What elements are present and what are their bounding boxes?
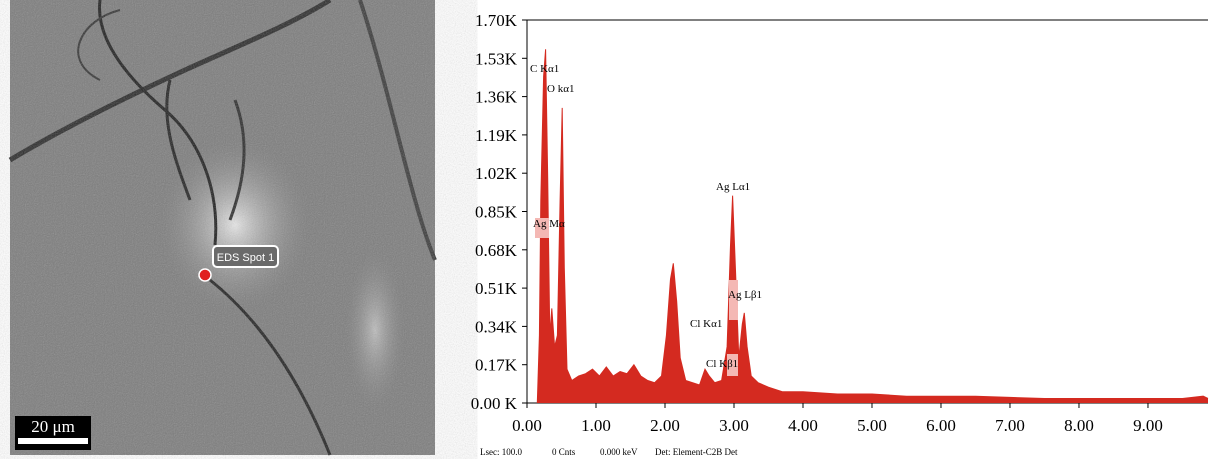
y-tick-label: 0.85K — [475, 203, 518, 222]
x-tick-label: 7.00 — [995, 416, 1025, 435]
spectrum-chart: 9.00 8.00 7.00 6.00 5.00 4.00 3.00 2.00 1.00 0.00… — [471, 11, 1209, 457]
sem-image: EDS Spot 1 20 μm — [8, 0, 437, 456]
peak-label: Cl Kβ1 — [706, 358, 738, 370]
y-tick-label: 0.17K — [475, 356, 518, 375]
y-tick-label: 1.70K — [475, 11, 518, 30]
y-tick-label: 0.68K — [475, 241, 518, 260]
x-tick-label: 0.00 — [512, 416, 542, 435]
spectrum-fill — [537, 49, 1208, 404]
x-tick-label: 5.00 — [857, 416, 887, 435]
y-tick-label: 1.53K — [475, 49, 518, 68]
x-tick-label: 1.00 — [581, 416, 611, 435]
y-tick-label: 1.19K — [475, 126, 518, 145]
spectrum-line — [536, 49, 1209, 404]
peak-label: C Kα1 — [530, 63, 559, 75]
peak-label: Ag Mα — [533, 218, 565, 230]
peak-label: O kα1 — [547, 83, 574, 95]
peak-label: Ag Lβ1 — [728, 289, 762, 301]
peak-label: Cl Kα1 — [690, 318, 722, 330]
y-tick-label: 1.02K — [475, 164, 518, 183]
y-tick-label: 0.34K — [475, 317, 518, 336]
y-tick-label: 0.51K — [475, 279, 518, 298]
footer-text: Det: Element-C2B Det — [655, 447, 738, 457]
footer-text: Lsec: 100.0 — [480, 447, 522, 457]
x-tick-label: 6.00 — [926, 416, 956, 435]
scale-bar-label: 20 μm — [31, 417, 75, 436]
x-tick-label: 2.00 — [650, 416, 680, 435]
x-tick-label: 9.00 — [1133, 416, 1163, 435]
spot-label: EDS Spot 1 — [217, 252, 274, 264]
footer-text: 0 Cnts — [552, 447, 576, 457]
footer-text: 0.000 keV — [600, 447, 638, 457]
peak-label: Ag Lα1 — [716, 181, 750, 193]
x-tick-label: 3.00 — [719, 416, 749, 435]
x-tick-label: 8.00 — [1064, 416, 1094, 435]
x-tick-label: 4.00 — [788, 416, 818, 435]
y-tick-label: 0.00 K — [471, 394, 518, 413]
y-tick-label: 1.36K — [475, 88, 518, 107]
